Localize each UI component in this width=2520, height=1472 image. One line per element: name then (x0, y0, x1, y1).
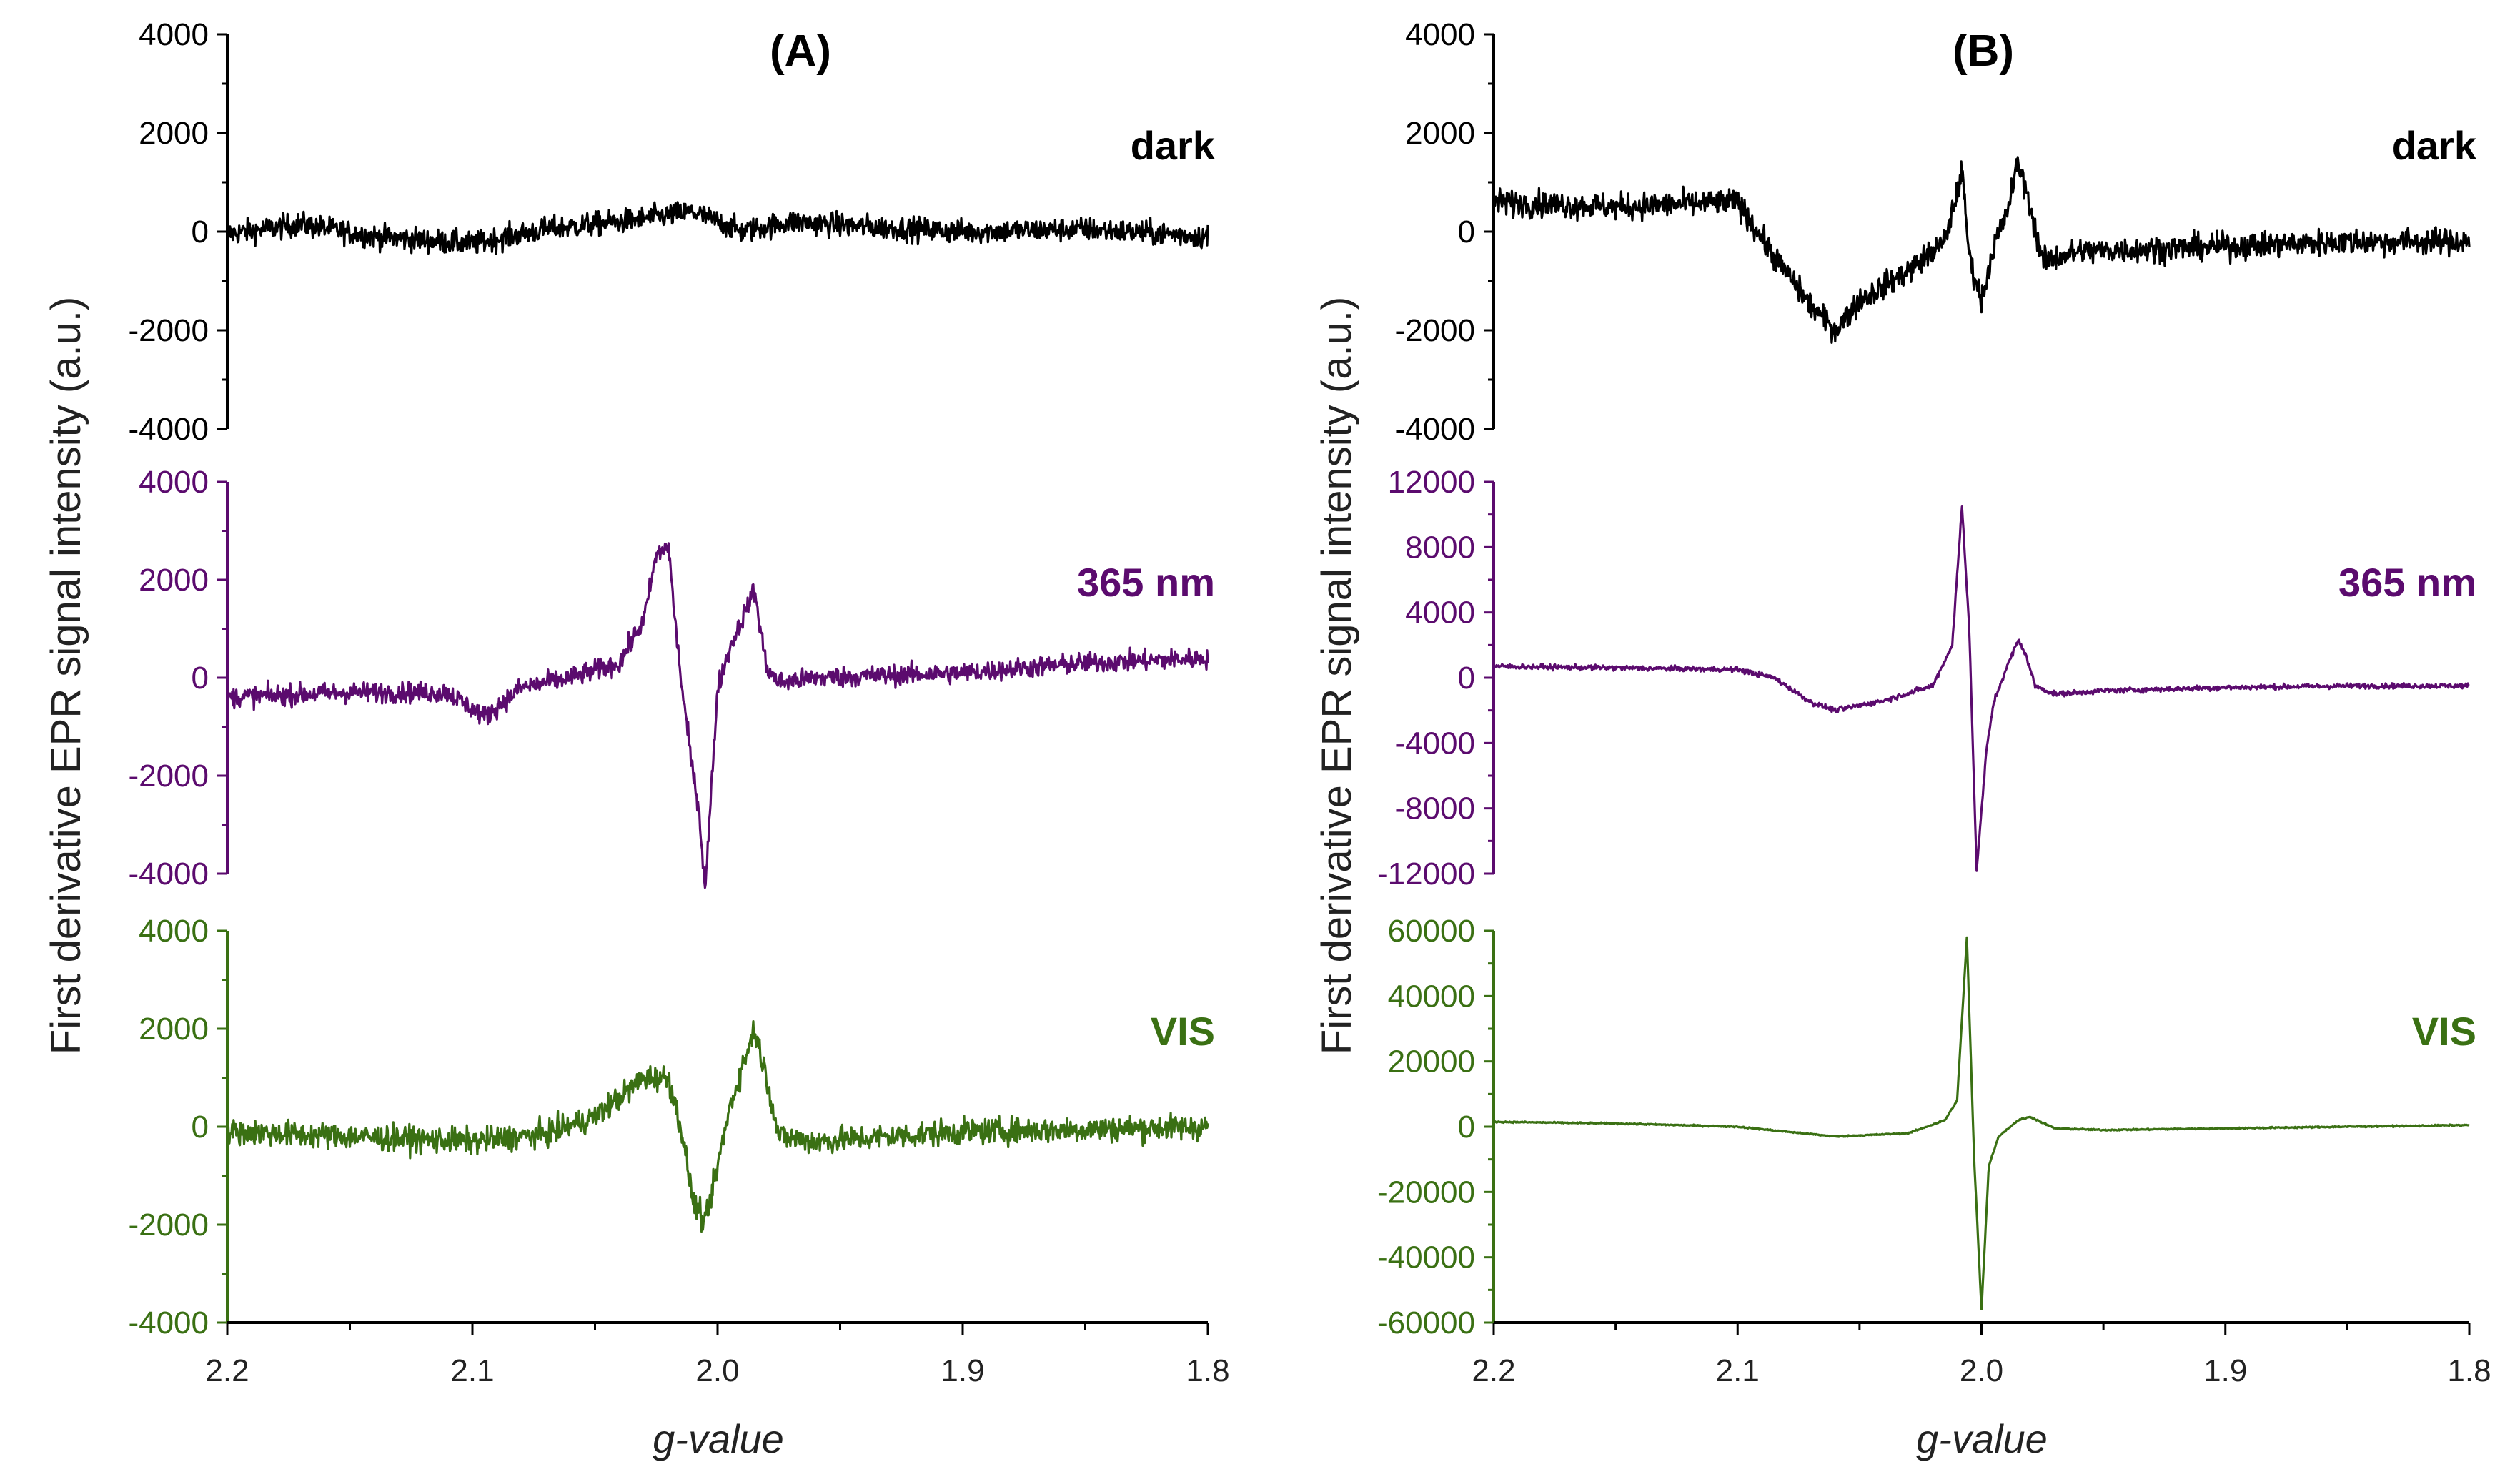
y-tick-label: -12000 (1377, 856, 1475, 891)
x-tick-label: 2.0 (1960, 1353, 2003, 1388)
panel-b: 400020000-2000-4000dark12000800040000-40… (1377, 17, 2491, 1388)
y-tick-label: 0 (192, 1110, 209, 1145)
y-tick-label: -4000 (128, 1305, 209, 1340)
x-tick-label: 2.2 (205, 1353, 249, 1388)
trace-365-nm (1492, 505, 2470, 872)
y-tick-label: -2000 (128, 1207, 209, 1243)
y-tick-label: -60000 (1377, 1305, 1475, 1340)
y-tick-label: 2000 (139, 563, 209, 598)
trace-label-365-nm: 365 nm (1077, 560, 1215, 605)
subplot-365-nm: 4000 2000 0 -2000 -4000 365 nm (128, 465, 1215, 891)
panel-a-y-axis-title: First derivative EPR signal intensity (a… (43, 297, 89, 1054)
y-tick-label: 0 (192, 214, 209, 250)
y-tick-label: -2000 (1394, 313, 1475, 348)
x-tick-label: 2.2 (1472, 1353, 1515, 1388)
y-tick-label: 2000 (139, 1012, 209, 1047)
y-tick-label: -4000 (128, 856, 209, 891)
trace-label-VIS: VIS (1151, 1009, 1215, 1054)
x-tick-label: 2.1 (1716, 1353, 1760, 1388)
y-tick-label: 4000 (139, 465, 209, 500)
trace-label-dark: dark (1131, 123, 1216, 168)
y-tick-label: -2000 (128, 759, 209, 794)
panel-a-x-axis-title: g-value (653, 1416, 784, 1461)
subplot-365-nm: 12000 8000 4000 0 -4000 -8000 -12000 365 nm (1377, 465, 2476, 891)
panel-a-title: (A) (770, 26, 831, 76)
y-tick-label: -8000 (1394, 791, 1475, 826)
x-tick-label: 1.8 (2447, 1353, 2491, 1388)
y-tick-label: 40000 (1388, 979, 1475, 1014)
y-tick-label: 4000 (1405, 596, 1475, 631)
trace-VIS (1492, 936, 2470, 1310)
y-tick-label: 2000 (1405, 116, 1475, 151)
trace-dark (1492, 156, 2471, 344)
y-tick-label: 0 (1458, 1110, 1475, 1145)
y-tick-label: -20000 (1377, 1175, 1475, 1210)
x-tick-label: 2.1 (450, 1353, 494, 1388)
y-tick-label: 20000 (1388, 1044, 1475, 1080)
y-tick-label: 4000 (139, 17, 209, 52)
x-tick-label: 2.0 (695, 1353, 739, 1388)
panel-b-title: (B) (1953, 26, 2014, 76)
y-tick-label: 0 (192, 661, 209, 696)
plot-area: 400020000-2000-4000dark400020000-2000-40… (128, 17, 2491, 1388)
trace-label-dark: dark (2392, 123, 2477, 168)
trace-label-365-nm: 365 nm (2338, 560, 2476, 605)
panel-b-y-axis-title: First derivative EPR signal intensity (a… (1314, 297, 1360, 1054)
trace-VIS (226, 1020, 1209, 1233)
subplot-dark: 4000 2000 0 -2000 -4000 dark (1394, 17, 2476, 447)
x-tick-label: 1.9 (2203, 1353, 2247, 1388)
y-tick-label: 60000 (1388, 914, 1475, 949)
y-tick-label: 4000 (1405, 17, 1475, 52)
subplot-VIS: 4000 2000 0 -2000 -4000 VIS (128, 914, 1215, 1340)
y-tick-label: 4000 (139, 914, 209, 949)
trace-dark (226, 201, 1209, 255)
y-tick-label: -4000 (1394, 726, 1475, 761)
x-axis: 2.2 2.1 2.0 1.9 1.8 (205, 1321, 1230, 1388)
y-tick-label: 8000 (1405, 530, 1475, 565)
x-axis: 2.2 2.1 2.0 1.9 1.8 (1472, 1321, 2491, 1388)
trace-label-VIS: VIS (2412, 1009, 2476, 1054)
panel-b-x-axis-title: g-value (1916, 1416, 2048, 1461)
x-tick-label: 1.8 (1186, 1353, 1229, 1388)
y-tick-label: -2000 (128, 313, 209, 348)
x-tick-label: 1.9 (941, 1353, 984, 1388)
y-tick-label: 0 (1458, 214, 1475, 250)
y-tick-label: -4000 (128, 412, 209, 447)
y-tick-label: -40000 (1377, 1240, 1475, 1275)
panel-a: 4000 2000 0 -2000 -4000 dark 4000 2000 0 -2000 -40… (128, 17, 1229, 1388)
subplot-VIS: 60000 40000 20000 0 -20000 -40000 -60000 VIS (1377, 914, 2476, 1340)
trace-365-nm (226, 542, 1209, 889)
y-tick-label: 12000 (1388, 465, 1475, 500)
y-tick-label: -4000 (1394, 412, 1475, 447)
subplot-dark: 4000 2000 0 -2000 -4000 dark (128, 17, 1215, 447)
y-tick-label: 2000 (139, 116, 209, 151)
y-tick-label: 0 (1458, 661, 1475, 696)
